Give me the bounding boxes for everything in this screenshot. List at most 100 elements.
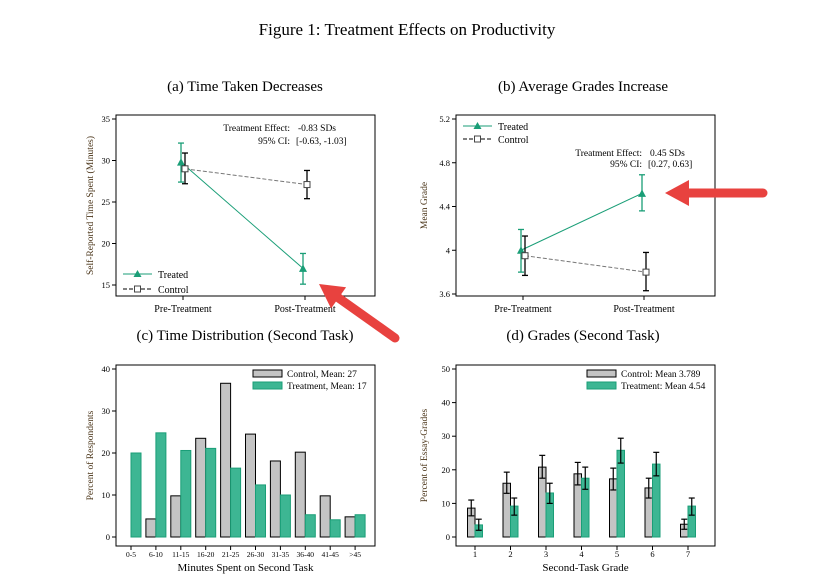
x-axis-label: Second-Task Grade: [542, 562, 628, 574]
x-tick-label: 41-45: [321, 550, 339, 559]
x-tick-label: 7: [686, 549, 690, 559]
bar-control: [344, 516, 356, 538]
legend-square-icon: [134, 285, 141, 293]
legend-label-control: Control: [498, 135, 529, 146]
x-tick-label: Post-Treatment: [613, 304, 675, 315]
y-axis-label: Percent of Respondents: [85, 410, 96, 500]
x-tick-label: Pre-Treatment: [494, 304, 552, 315]
treatment-effect-value: -0.83 SDs: [298, 124, 336, 134]
y-tick-label: 4.4: [439, 202, 450, 212]
y-tick-label: 3.6: [439, 289, 450, 299]
control-marker-square: [521, 252, 529, 260]
y-tick-label: 10: [442, 498, 451, 508]
treatment-effect-value: 0.45 SDs: [650, 149, 685, 159]
red-arrow-a-head: [319, 284, 347, 309]
bar-treatment: [180, 449, 192, 538]
bar-treatment: [230, 467, 242, 538]
red-arrow-a: [334, 293, 400, 343]
y-tick-label: 30: [102, 156, 111, 166]
legend-label-control: Control: [158, 285, 189, 296]
bar-control: [269, 460, 281, 538]
y-tick-label: 30: [442, 431, 451, 441]
y-axis-label: Mean Grade: [420, 182, 430, 229]
control-marker-square: [642, 268, 650, 276]
bar-treatment: [304, 514, 316, 538]
y-axis-label: Self-Reported Time Spent (Minutes): [85, 136, 96, 275]
legend-label-control: Control, Mean: 27: [287, 370, 357, 380]
y-tick-label: 20: [442, 465, 451, 475]
bar-control: [245, 433, 256, 538]
series-line-control: [184, 168, 308, 186]
y-axis-label: Percent of Essay-Grades: [419, 409, 430, 503]
x-tick-label: 31-35: [272, 550, 290, 559]
bar-control: [145, 518, 157, 538]
bar-control: [294, 451, 306, 538]
ci-label: 95% CI:: [610, 160, 642, 170]
y-tick-label: 4.8: [439, 158, 450, 168]
plot-frame: [455, 114, 716, 297]
legend-label-control: Control: Mean 3.789: [621, 370, 701, 380]
legend-triangle-icon: [473, 122, 482, 129]
x-tick-label: 3: [544, 549, 548, 559]
x-tick-label: 6-10: [149, 550, 163, 559]
y-tick-label: 10: [102, 490, 111, 500]
x-tick-label: 6: [650, 549, 654, 559]
x-axis-label: Minutes Spent on Second Task: [178, 562, 314, 574]
treated-marker-triangle: [638, 189, 646, 197]
control-marker-square: [303, 181, 311, 189]
y-tick-label: 0: [106, 532, 110, 542]
x-tick-label: 4: [579, 549, 584, 559]
treatment-effect-label: Treatment Effect:: [223, 123, 290, 134]
panel-title: (b) Average Grades Increase: [498, 79, 668, 95]
y-tick-label: 40: [102, 364, 111, 374]
bar-treatment: [255, 484, 266, 538]
legend-treatment-swatch: [252, 381, 283, 390]
x-tick-label: >45: [349, 550, 361, 559]
series-line-treated: [520, 192, 643, 251]
treated-marker-triangle: [517, 246, 525, 254]
bar-control: [220, 382, 232, 538]
treatment-effect-label: Treatment Effect:: [575, 148, 642, 159]
x-tick-label: 1: [473, 549, 477, 559]
bar-treatment: [354, 514, 366, 538]
bar-treatment: [279, 494, 291, 538]
y-tick-label: 40: [442, 398, 451, 408]
bar-treatment: [155, 432, 167, 538]
x-tick-label: 21-25: [222, 550, 240, 559]
y-tick-label: 5.2: [439, 114, 450, 124]
figure-title: Figure 1: Treatment Effects on Productiv…: [259, 20, 556, 39]
legend-triangle-icon: [133, 270, 142, 277]
legend-square-icon: [474, 135, 481, 143]
plot-frame: [115, 114, 376, 297]
treated-marker-triangle: [299, 264, 307, 272]
series-line-treated: [180, 161, 304, 269]
x-tick-label: 0-5: [126, 550, 136, 559]
red-arrow-b-head: [665, 180, 689, 206]
ci-label: 95% CI:: [258, 137, 290, 147]
legend-control-swatch: [586, 369, 617, 378]
legend-label-treatment: Treatment, Mean: 17: [287, 382, 367, 392]
panel-title: (d) Grades (Second Task): [506, 328, 659, 344]
ci-value: [0.27, 0.63]: [648, 160, 692, 170]
y-tick-label: 25: [102, 197, 111, 207]
treated-marker-triangle: [177, 158, 185, 166]
panel-title: (c) Time Distribution (Second Task): [137, 328, 354, 344]
x-tick-label: Post-Treatment: [274, 304, 336, 315]
plot-frame: [115, 364, 376, 547]
series-line-control: [524, 255, 647, 273]
bar-treatment: [329, 519, 341, 538]
panel-title: (a) Time Taken Decreases: [167, 79, 323, 95]
ci-value: [-0.63, -1.03]: [296, 137, 347, 147]
x-tick-label: 2: [508, 549, 512, 559]
y-tick-label: 20: [102, 239, 111, 249]
x-tick-label: 36-40: [297, 550, 315, 559]
legend-label-treatment: Treatment: Mean 4.54: [621, 382, 706, 392]
y-tick-label: 50: [442, 364, 451, 374]
bar-treatment: [205, 447, 217, 538]
x-tick-label: 5: [615, 549, 619, 559]
bar-treatment: [130, 452, 142, 538]
y-tick-label: 4: [446, 245, 451, 255]
x-tick-label: 16-20: [197, 550, 215, 559]
